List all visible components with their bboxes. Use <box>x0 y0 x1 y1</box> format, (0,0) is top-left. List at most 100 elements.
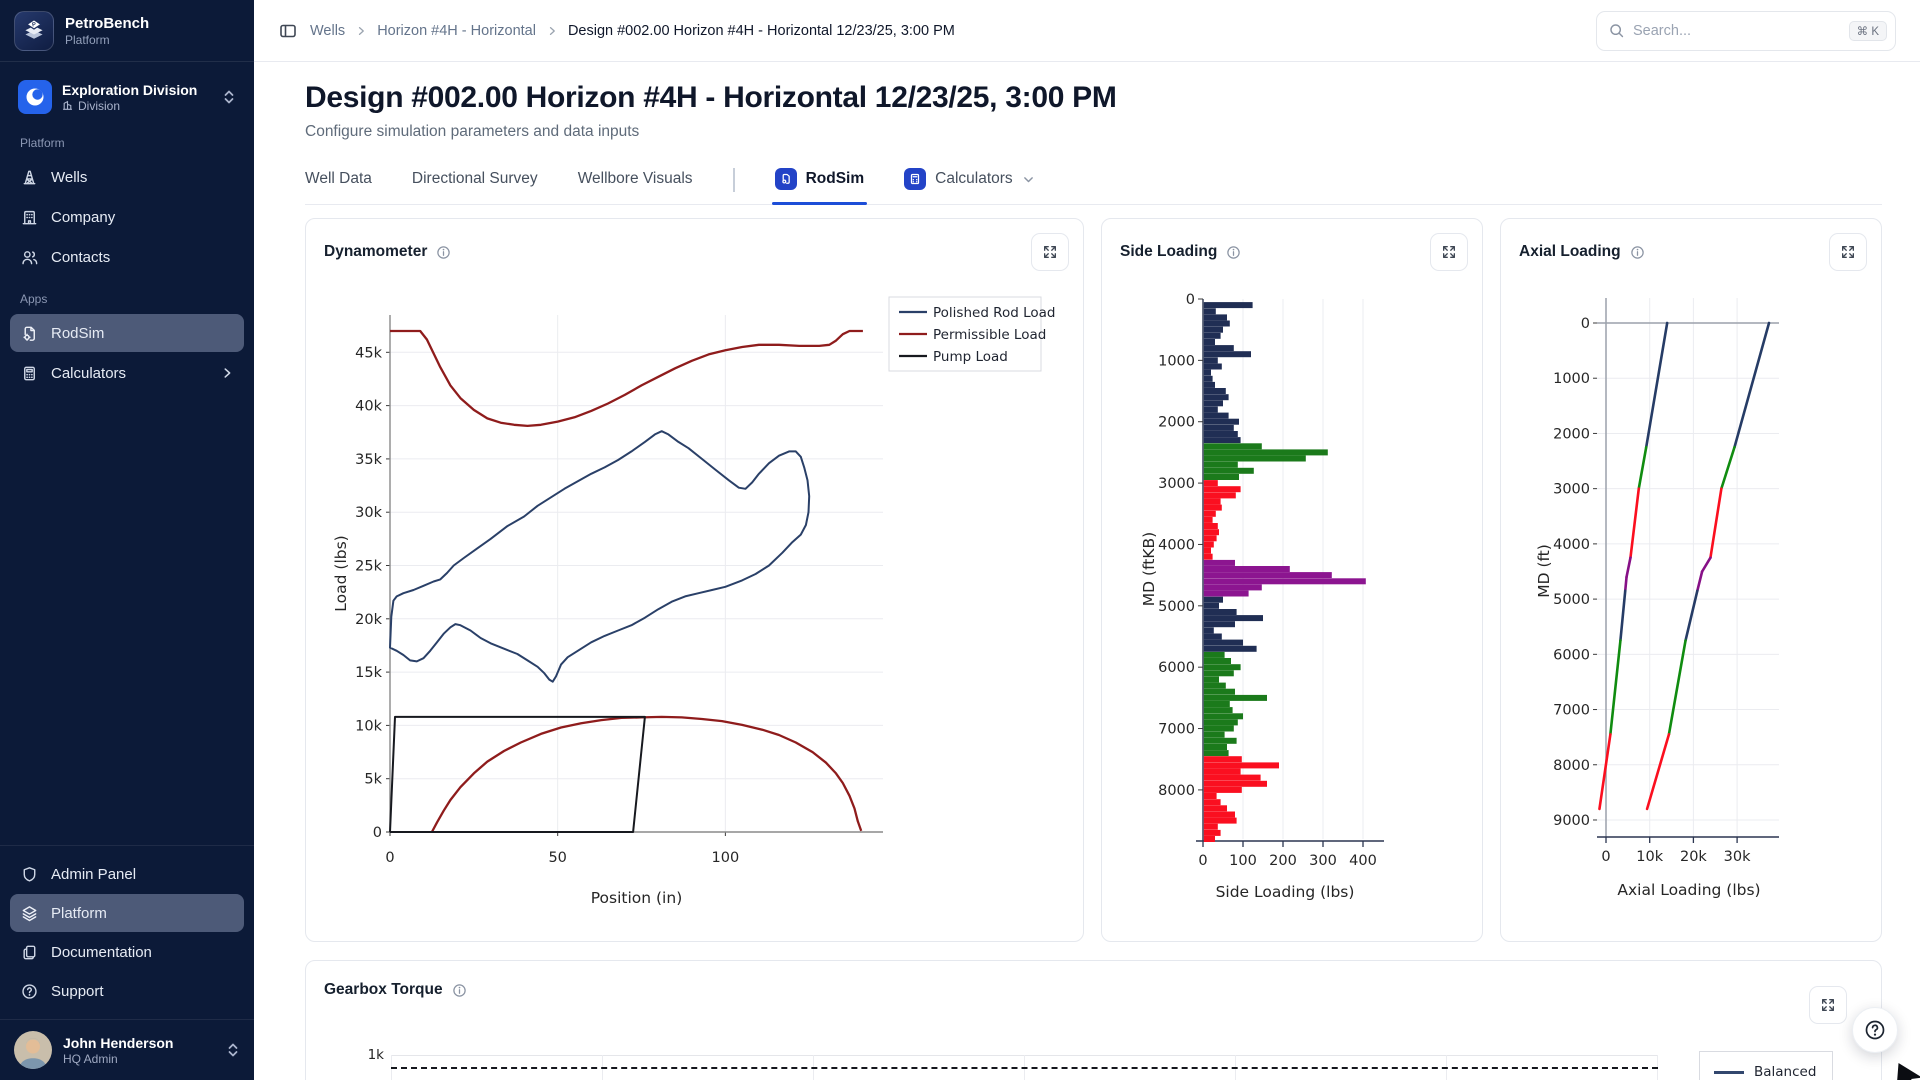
axial-axes: 0 10k 20k 30k 0 1000 2000 3000 4000 5000 6000 7000 8… <box>1535 298 1779 899</box>
svg-text:6000: 6000 <box>1158 660 1195 676</box>
expand-button[interactable] <box>1809 986 1847 1024</box>
user-name: John Henderson <box>63 1034 174 1051</box>
svg-text:8000: 8000 <box>1158 783 1195 799</box>
svg-text:0: 0 <box>373 825 382 841</box>
axial-loading-chart: 0 10k 20k 30k 0 1000 2000 3000 4000 5000 6000 7000 8… <box>1501 219 1881 946</box>
breadcrumb-well[interactable]: Horizon #4H - Horizontal <box>377 22 536 39</box>
sidebar-item-company[interactable]: Company <box>10 198 244 236</box>
search-input[interactable] <box>1633 22 1841 39</box>
side-loading-card: 0 100 200 300 400 0 1000 2000 3000 4000 5000 6000 70… <box>1101 218 1483 942</box>
chevron-right-icon <box>224 368 231 378</box>
svg-text:20k: 20k <box>1680 849 1707 865</box>
sidebar-item-platform[interactable]: Platform <box>10 894 244 932</box>
chevron-down-icon <box>1023 176 1033 182</box>
gearbox-chart: 1k Balanced <box>306 961 1881 1080</box>
expand-button[interactable] <box>1829 233 1867 271</box>
tab-calculators[interactable]: Calculators <box>904 168 1035 204</box>
tab-wellbore-visuals[interactable]: Wellbore Visuals <box>578 170 693 202</box>
help-fab-button[interactable] <box>1852 1007 1898 1053</box>
org-text: Exploration Division Division <box>62 82 197 113</box>
tab-label: Directional Survey <box>411 170 538 187</box>
svg-text:10k: 10k <box>355 718 382 734</box>
card-header: Axial Loading <box>1501 219 1881 271</box>
sidebar-item-admin-panel[interactable]: Admin Panel <box>10 855 244 893</box>
tab-label: RodSim <box>805 170 865 187</box>
page-title: Design #002.00 Horizon #4H - Horizontal … <box>305 81 1117 114</box>
expand-button[interactable] <box>1430 233 1468 271</box>
dynamometer-chart: 0 5k 10k 15k 20k 25k 30k 35k 40k 45k 0 50 100 Load (l… <box>306 219 1083 946</box>
svg-text:0: 0 <box>1198 853 1207 869</box>
tab-directional-survey[interactable]: Directional Survey <box>412 170 538 202</box>
chevron-right-icon <box>359 26 365 35</box>
svg-text:300: 300 <box>1309 853 1337 869</box>
info-icon[interactable] <box>1225 244 1242 261</box>
org-type-label: Division <box>78 98 121 113</box>
sidebar-item-label: Calculators <box>51 364 127 382</box>
info-icon[interactable] <box>1629 244 1646 261</box>
svg-text:1000: 1000 <box>1553 371 1590 387</box>
org-name: Exploration Division <box>62 81 198 98</box>
sidebar-item-contacts[interactable]: Contacts <box>10 238 244 276</box>
gearbox-legend: Balanced <box>1699 1051 1834 1080</box>
section-label-platform: Platform <box>20 136 65 150</box>
sidebar-item-label: Documentation <box>51 943 152 961</box>
svg-text:100: 100 <box>1229 853 1257 869</box>
sidebar-item-wells[interactable]: Wells <box>10 158 244 196</box>
expand-icon <box>1443 246 1455 258</box>
side-axes: 0 100 200 300 400010002000300040005000600070… <box>1140 292 1384 901</box>
svg-text:Side Loading (lbs): Side Loading (lbs) <box>1216 883 1355 901</box>
tab-well-data[interactable]: Well Data <box>305 170 372 202</box>
svg-text:0: 0 <box>1581 316 1590 332</box>
user-text: John Henderson HQ Admin <box>63 1035 173 1066</box>
tab-rodsim[interactable]: RodSim <box>771 168 867 205</box>
sidebar-item-calculators[interactable]: Calculators <box>10 354 244 392</box>
card-title: Dynamometer <box>324 243 428 260</box>
svg-text:4000: 4000 <box>1553 537 1590 553</box>
info-icon[interactable] <box>435 244 452 261</box>
avatar <box>14 1031 52 1069</box>
calculator-icon <box>24 366 35 380</box>
sidebar-toggle-icon[interactable] <box>278 21 298 41</box>
brand-header: P PetroBench Platform <box>0 0 254 62</box>
svg-text:7000: 7000 <box>1158 722 1195 738</box>
svg-text:25k: 25k <box>355 559 382 575</box>
brand-subtitle: Platform <box>65 32 110 47</box>
chevron-up-down-icon <box>228 1043 238 1057</box>
svg-text:35k: 35k <box>355 452 382 468</box>
svg-text:P: P <box>32 22 37 29</box>
sidebar-item-rodsim[interactable]: RodSim <box>10 314 244 352</box>
svg-text:0: 0 <box>1186 292 1195 308</box>
tab-separator <box>732 168 735 192</box>
sidebar: P PetroBench Platform Exploration Divisi… <box>0 0 254 1080</box>
svg-text:15k: 15k <box>355 665 382 681</box>
org-logo-icon <box>18 80 52 114</box>
sidebar-item-label: Wells <box>51 168 88 186</box>
sidebar-item-support[interactable]: Support <box>10 972 244 1010</box>
sidebar-item-label: Company <box>51 208 116 226</box>
svg-text:8000: 8000 <box>1553 758 1590 774</box>
info-icon[interactable] <box>451 982 468 999</box>
dyno-series <box>389 329 863 833</box>
svg-text:40k: 40k <box>355 399 382 415</box>
card-header: Gearbox Torque <box>306 961 1881 1024</box>
svg-text:3000: 3000 <box>1553 482 1590 498</box>
card-title: Side Loading <box>1120 243 1218 260</box>
svg-text:200: 200 <box>1269 853 1297 869</box>
sidebar-footer: Admin Panel Platform Documentation <box>0 845 254 1019</box>
derrick-icon <box>23 170 36 184</box>
side-bars <box>1203 302 1366 842</box>
rodsim-tab-icon <box>774 168 797 190</box>
card-header: Side Loading <box>1102 219 1482 271</box>
section-label-apps: Apps <box>20 292 48 306</box>
svg-text:50: 50 <box>548 850 566 866</box>
breadcrumb-wells[interactable]: Wells <box>310 22 346 39</box>
user-menu[interactable]: John Henderson HQ Admin <box>0 1019 254 1080</box>
org-switcher[interactable]: Exploration Division Division <box>10 75 244 119</box>
sidebar-item-label: Admin Panel <box>51 865 137 883</box>
sidebar-item-documentation[interactable]: Documentation <box>10 933 244 971</box>
search-box[interactable]: ⌘ K <box>1596 10 1896 51</box>
svg-text:9000: 9000 <box>1553 813 1590 829</box>
card-title: Axial Loading <box>1519 243 1621 260</box>
expand-button[interactable] <box>1031 233 1069 271</box>
tab-bar: Well Data Directional Survey Wellbore Vi… <box>305 168 1882 205</box>
